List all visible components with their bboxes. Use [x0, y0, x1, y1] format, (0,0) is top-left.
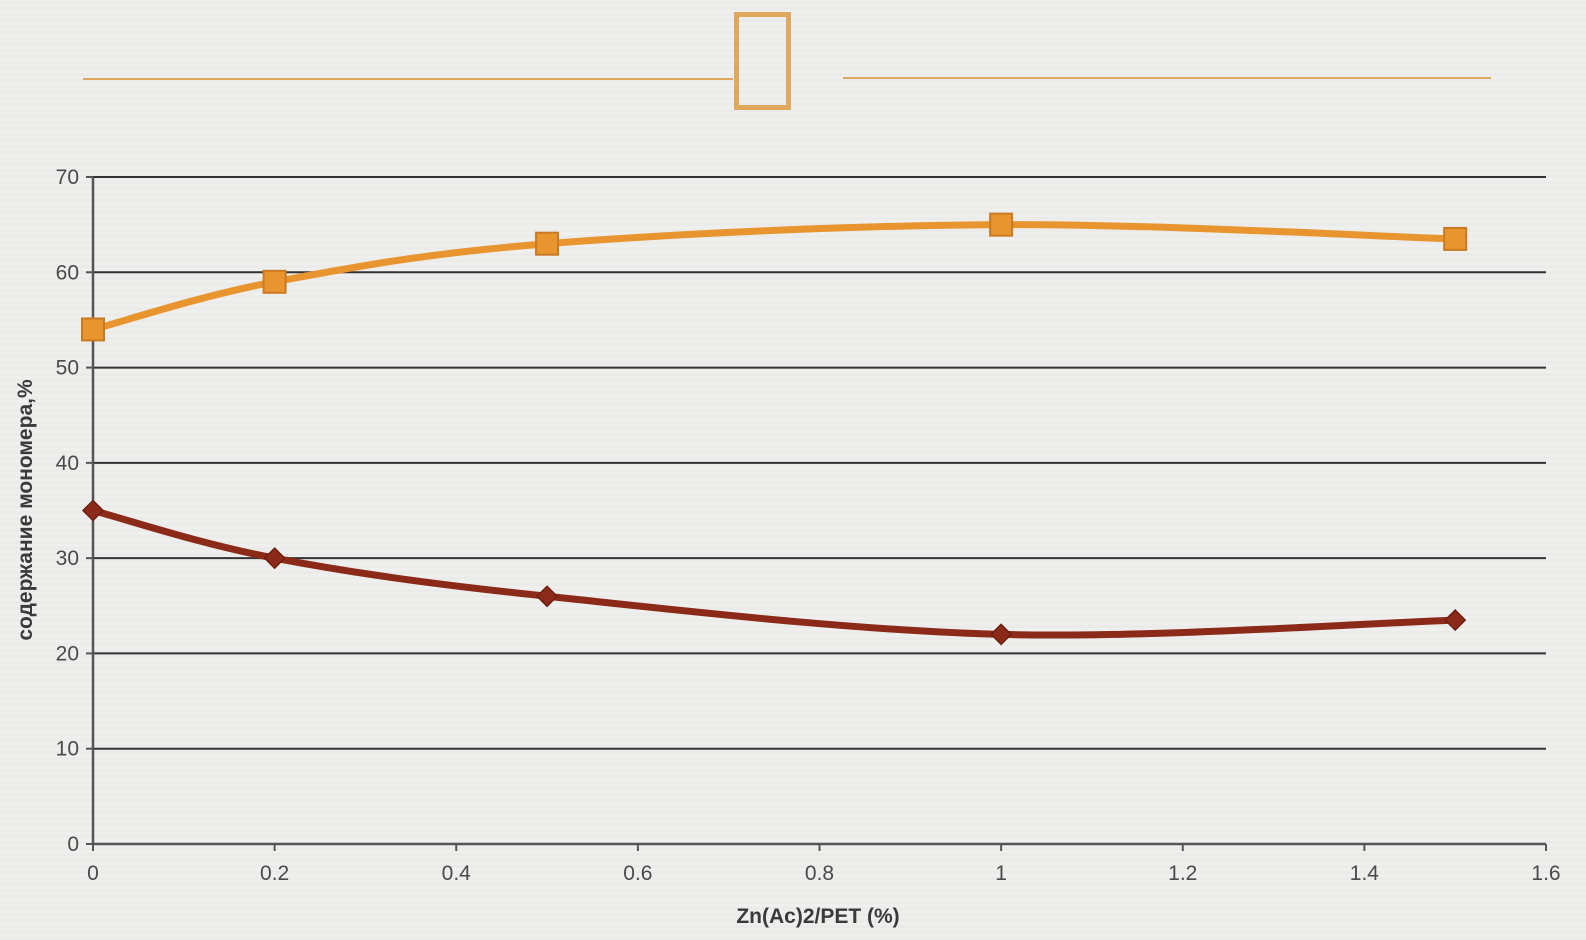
x-tick-label: 0	[87, 862, 99, 885]
x-tick-label: 1	[995, 862, 1007, 885]
data-point-diamond	[81, 499, 105, 522]
y-tick-label: 20	[56, 642, 79, 665]
decorative-line-left	[83, 78, 733, 80]
x-tick-label: 1.6	[1531, 862, 1560, 885]
y-tick-label: 60	[56, 261, 79, 284]
data-point-diamond	[536, 585, 559, 608]
y-tick-label: 0	[67, 833, 79, 856]
series-group	[81, 212, 1468, 646]
y-tick-label: 70	[56, 166, 79, 189]
x-tick-label: 1.2	[1168, 862, 1197, 885]
data-point-square	[535, 231, 560, 256]
x-tick-label: 1.4	[1350, 862, 1380, 885]
y-tick-label: 40	[56, 452, 79, 475]
data-point-square	[262, 269, 287, 294]
x-axis-title: Zn(Ac)2/PET (%)	[736, 905, 899, 928]
series-line	[89, 221, 1459, 333]
x-tick-label: 0.2	[260, 862, 289, 885]
x-tick-label: 0.6	[623, 862, 652, 885]
data-point-square	[989, 212, 1014, 237]
data-point-diamond	[263, 547, 286, 570]
data-point-square	[81, 317, 105, 342]
series-line	[89, 507, 1459, 639]
y-axis-title: содержание мономера,%	[14, 379, 37, 641]
series-2	[81, 499, 1467, 646]
decorative-line-right	[843, 77, 1491, 79]
tick-labels: 0 10 20 30 40 50 60 70 0 0.2 0.4 0.6 0.8 1 1.2 1.4 1.6	[56, 166, 1561, 885]
data-point-square	[1443, 226, 1468, 251]
gridlines	[93, 176, 1546, 750]
x-tick-label: 0.4	[442, 862, 472, 885]
x-tick-label: 0.8	[805, 862, 834, 885]
y-tick-label: 30	[56, 547, 79, 570]
y-tick-label: 10	[56, 738, 79, 761]
data-point-diamond	[990, 623, 1013, 646]
y-tick-label: 50	[56, 357, 79, 380]
decorative-frame-box	[734, 12, 791, 110]
data-point-diamond	[1444, 609, 1467, 632]
series-1	[81, 212, 1468, 342]
